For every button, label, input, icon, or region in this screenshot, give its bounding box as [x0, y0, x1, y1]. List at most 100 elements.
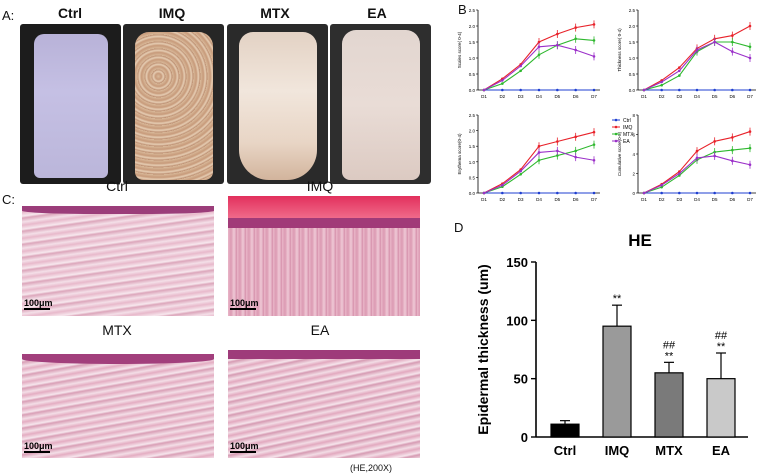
y-tick-label: 2.5	[469, 8, 476, 13]
scale-label: 100μm	[24, 441, 53, 451]
x-tick-label: D4	[694, 94, 700, 99]
legend-label-ctrl: Ctrl	[623, 118, 631, 124]
y-tick-label: 2.0	[469, 129, 476, 134]
data-point	[592, 55, 596, 58]
x-tick-label: D2	[499, 94, 505, 99]
data-point	[678, 74, 681, 77]
significance-mark: **	[717, 341, 726, 353]
significance-mark: ##	[715, 330, 728, 342]
line-subplot-0: 0.0 0.5 1.0 1.5 2.0 2.5 D1 D2 D3 D4 D5 D6 D7 Scales s…	[457, 8, 600, 99]
data-point	[556, 32, 559, 36]
data-point	[574, 26, 577, 29]
data-point	[537, 191, 541, 195]
x-tick-label: D5	[712, 197, 718, 202]
x-tick-label: D1	[641, 197, 647, 202]
series-line-imq	[643, 25, 751, 91]
data-point	[731, 191, 734, 195]
data-point	[501, 82, 504, 85]
data-point	[537, 144, 541, 148]
x-tick-label: D4	[694, 197, 700, 202]
x-tick-label: D2	[659, 197, 665, 202]
x-tick-label: D1	[641, 94, 647, 99]
data-point	[519, 191, 522, 195]
y-tick-label: 1.0	[469, 160, 476, 165]
data-point	[731, 159, 734, 163]
data-point	[537, 53, 541, 57]
data-point	[713, 140, 716, 143]
data-point	[678, 191, 681, 195]
scale-imq: 100μm	[230, 298, 259, 310]
photo-label-ctrl: Ctrl	[57, 5, 83, 21]
data-point	[713, 154, 716, 158]
data-point	[748, 88, 752, 92]
data-point	[519, 169, 522, 173]
data-point	[519, 64, 522, 68]
legend-label-imq: IMQ	[623, 125, 633, 131]
data-point	[574, 191, 577, 195]
y-tick-label: 6	[632, 133, 635, 138]
legend-marker	[614, 139, 618, 143]
legend-label-mtx: MTX	[623, 132, 634, 138]
panel-c-letter: C:	[2, 192, 15, 207]
histo-ea	[228, 340, 420, 458]
data-point	[537, 40, 541, 44]
significance-mark: **	[665, 350, 674, 362]
x-tick-label: D3	[518, 94, 524, 99]
x-tick-label: D3	[518, 197, 524, 202]
data-point	[574, 48, 577, 52]
photo-label-mtx: MTX	[260, 5, 290, 21]
scale-ctrl: 100μm	[24, 298, 53, 310]
panel-a-letter: A:	[2, 8, 15, 23]
chart-title: HE	[628, 231, 652, 250]
photo-ea	[330, 24, 431, 184]
data-point	[537, 88, 541, 92]
x-tick-label: D3	[676, 94, 682, 99]
y-tick-label: 2.5	[469, 113, 476, 118]
x-tick-label: D2	[499, 197, 505, 202]
histo-label-mtx: MTX	[102, 322, 132, 338]
data-point	[731, 136, 734, 139]
data-point	[574, 155, 577, 159]
data-point	[748, 45, 752, 49]
y-tick-label: 1.0	[629, 56, 636, 61]
x-tick-label: D3	[676, 197, 682, 202]
x-tick-label: EA	[712, 443, 731, 458]
data-point	[748, 130, 752, 133]
x-tick-label: D5	[712, 94, 718, 99]
histo-label-imq: IMQ	[306, 178, 334, 194]
data-point	[501, 79, 504, 82]
data-point	[556, 140, 559, 143]
data-point	[556, 154, 559, 157]
data-point	[731, 40, 734, 44]
scale-ea: 100μm	[230, 441, 259, 453]
scale-bar	[230, 451, 256, 453]
data-point	[574, 135, 577, 139]
y-tick-label: 0	[632, 191, 635, 196]
histo-label-ea: EA	[310, 322, 330, 338]
data-point	[537, 158, 541, 162]
histo-imq	[228, 196, 420, 316]
x-tick-label: D7	[747, 197, 753, 202]
data-point	[642, 191, 646, 195]
y-axis-label: Scales score( 0-4)	[457, 31, 462, 68]
data-point	[537, 151, 541, 154]
panel-b-letter: B	[458, 2, 467, 17]
x-tick-label: MTX	[655, 443, 683, 458]
scale-mtx: 100μm	[24, 441, 53, 453]
data-point	[501, 191, 504, 195]
data-point	[713, 191, 716, 195]
significance-mark: ##	[663, 339, 676, 351]
data-point	[660, 83, 663, 87]
data-point	[678, 69, 681, 73]
y-tick-label: 0.0	[469, 88, 476, 93]
data-point	[592, 158, 596, 162]
data-point	[482, 191, 486, 195]
x-tick-label: D1	[481, 197, 487, 202]
data-point	[660, 80, 663, 84]
data-point	[695, 191, 699, 195]
line-subplot-3: 0 2 4 6 8 D1 D2 D3 D4 D5 D6 D7 Cumulative score(0-8)	[617, 113, 756, 202]
y-tick-label: 8	[632, 113, 635, 118]
x-tick-label: IMQ	[605, 443, 630, 458]
scale-label: 100μm	[230, 441, 259, 451]
data-point	[713, 40, 716, 44]
